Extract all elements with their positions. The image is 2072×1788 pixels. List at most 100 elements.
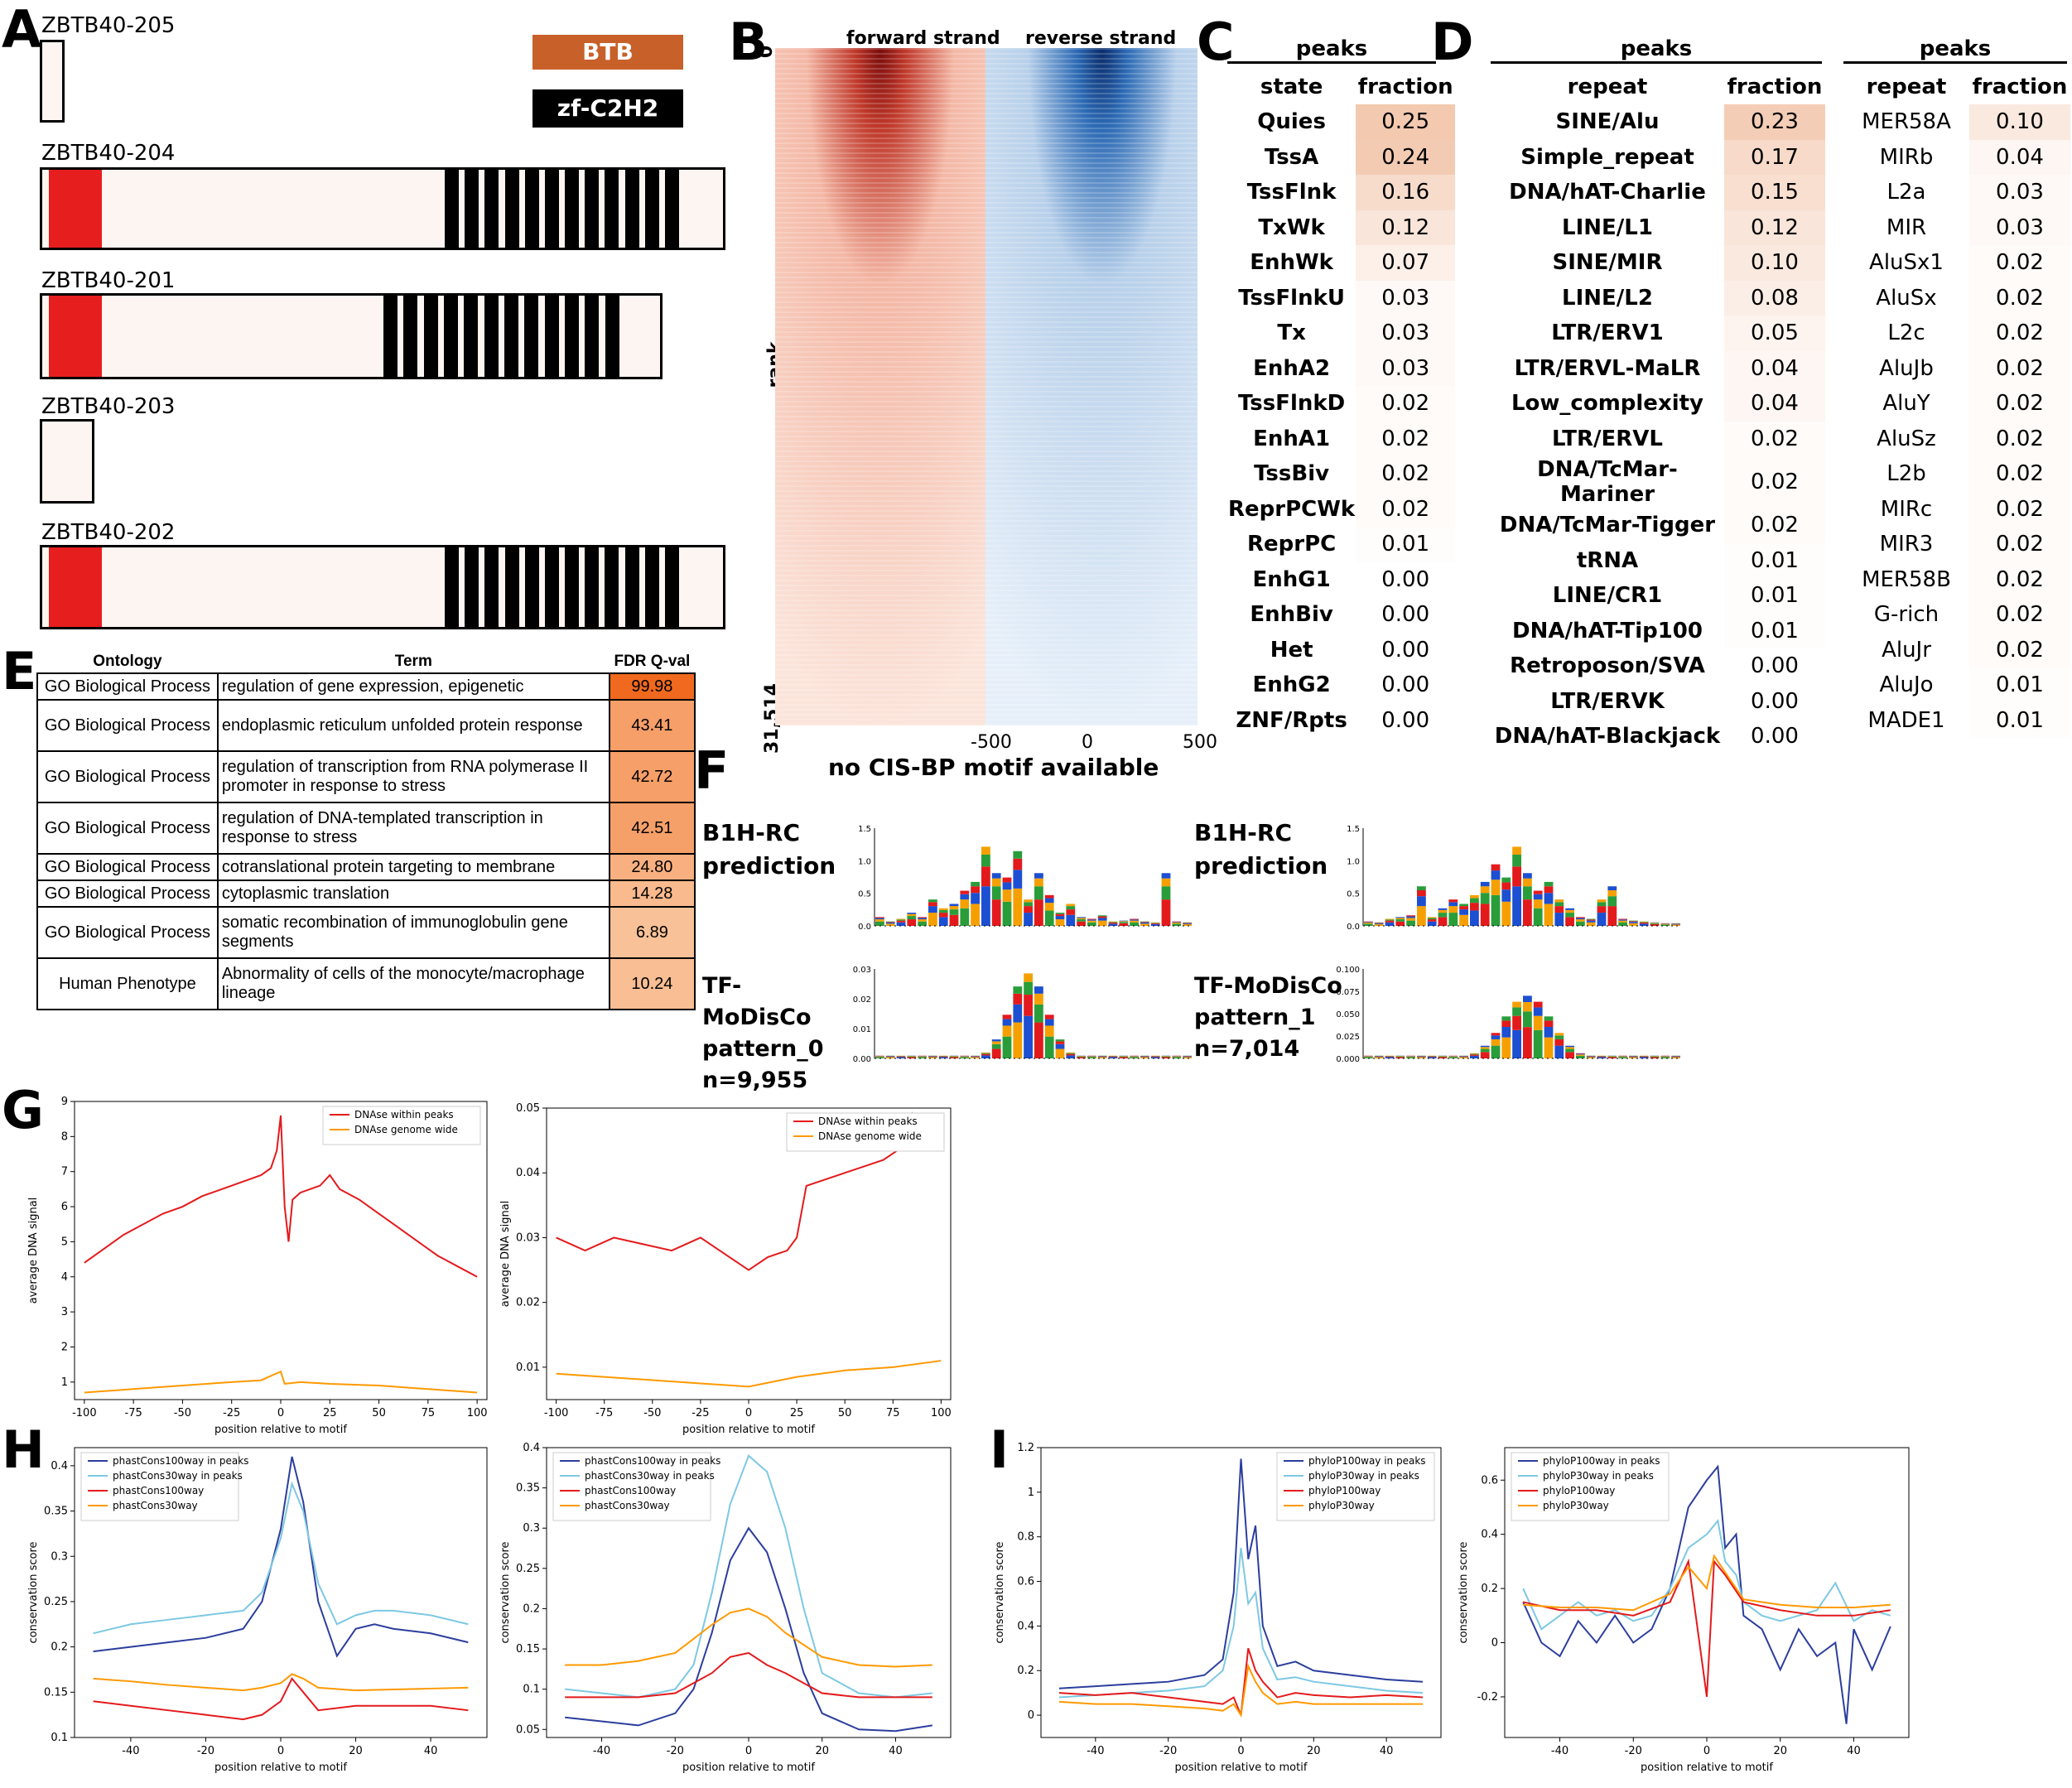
go-term: Abnormality of cells of the monocyte/mac…: [216, 957, 610, 1010]
logo-letter: [896, 920, 906, 923]
logo-letter: [1576, 1054, 1585, 1056]
logo-letter: [1501, 877, 1511, 883]
logo-tick: 0.03: [853, 966, 871, 975]
logo-letter: [1406, 918, 1415, 921]
logo-letter: [960, 894, 970, 900]
logo-letter: [1448, 913, 1458, 926]
logo-letter: [1576, 919, 1585, 922]
logo-letter: [1470, 1053, 1479, 1054]
x-tick-label: -20: [1159, 1745, 1177, 1757]
go-ontology: GO Biological Process: [36, 750, 219, 803]
logo-letter: [896, 919, 906, 921]
logo-letter: [1470, 910, 1479, 926]
logo-letter: [1364, 923, 1373, 926]
go-term: cotranslational protein targeting to mem…: [216, 853, 610, 881]
logo-letter: [1629, 920, 1638, 922]
row-fraction: 0.04: [1724, 350, 1825, 386]
logo-letter: [1055, 1041, 1065, 1044]
logo-letter: [1629, 921, 1638, 923]
logo-letter: [1565, 913, 1574, 918]
logo-letter: [1512, 846, 1521, 855]
logo-letter: [1639, 922, 1649, 923]
logo-letter: [1150, 1056, 1160, 1058]
y-tick-label: 0.4: [51, 1460, 68, 1472]
logo-letter: [981, 846, 990, 855]
logo-letter: [885, 923, 895, 926]
y-tick-label: 0.2: [1017, 1665, 1034, 1677]
x-tick-label: 25: [323, 1407, 337, 1419]
logo-letter: [1395, 917, 1405, 918]
row-label: AluSx1: [1869, 250, 1944, 276]
logo-letter: [1660, 1057, 1670, 1058]
y-tick-label: 4: [61, 1271, 68, 1284]
series-line: [565, 1454, 932, 1699]
panel-d2-title: peaks: [1843, 36, 2067, 64]
zf-stripe: [565, 296, 579, 377]
logo-letter: [1406, 916, 1415, 918]
logo-letter: [1087, 1057, 1096, 1058]
y-tick-label: 0.25: [516, 1563, 540, 1575]
logo-letter: [1448, 899, 1458, 903]
legend-label: phyloP30way in peaks: [1308, 1470, 1419, 1482]
logo-letter: [1044, 1036, 1054, 1058]
zf-domains: [445, 170, 685, 248]
logo-letter: [928, 1056, 937, 1058]
logo-letter: [1671, 924, 1680, 926]
logo-letter: [1523, 1027, 1532, 1058]
logo-letter: [1395, 921, 1405, 926]
logo-letter: [1586, 1056, 1596, 1058]
row-label: TssFlnkU: [1238, 285, 1346, 311]
go-row: GO Biological Process cotranslational pro…: [36, 853, 696, 881]
logo-letter: [1618, 1057, 1627, 1058]
logo-letter: [1491, 1033, 1501, 1036]
logo-letter: [938, 1056, 948, 1058]
logo-letter: [1501, 889, 1511, 902]
panel-label-a: A: [2, 0, 41, 60]
logo-letter: [1491, 1045, 1501, 1058]
logo-letter: [1470, 894, 1479, 899]
go-row: GO Biological Process somatic recombinati…: [36, 906, 696, 959]
logo-letter: [1385, 1056, 1395, 1058]
logo-letter: [1544, 1016, 1554, 1021]
logo-letter: [1448, 1056, 1458, 1058]
x-tick-label: -25: [223, 1407, 240, 1419]
logo-letter: [1077, 1057, 1086, 1058]
logo-letter: [1554, 1035, 1564, 1039]
logo-letter: [1639, 923, 1649, 926]
row-fraction: 0.03: [1356, 280, 1456, 316]
logo-letter: [918, 917, 927, 918]
zf-stripe: [585, 296, 599, 377]
y-tick-label: 7: [61, 1166, 68, 1178]
row-fraction: 0.02: [1356, 421, 1456, 456]
logo-letter: [1395, 918, 1405, 920]
logo-letter: [1629, 923, 1638, 926]
row-fraction: 0.12: [1356, 210, 1456, 245]
legend-label: DNAse genome wide: [818, 1130, 922, 1142]
logo-tick: 0.0: [1347, 923, 1360, 932]
row-fraction: 0.00: [1356, 632, 1456, 667]
logo-letter: [1438, 913, 1448, 918]
go-row: GO Biological Process regulation of DNA-t…: [36, 802, 696, 855]
logo-letter: [885, 922, 895, 923]
logo-letter: [1024, 981, 1033, 995]
logo-letter: [1024, 973, 1033, 982]
logo-tick: 1.5: [1347, 825, 1360, 834]
logo-letter: [991, 878, 1001, 887]
go-fdr: 14.28: [608, 880, 696, 908]
logo-letter: [1066, 1053, 1076, 1056]
zf-stripe: [525, 547, 539, 627]
logo-letter: [1172, 1056, 1182, 1058]
row-label: EnhBiv: [1250, 602, 1333, 628]
logo-letter: [885, 1057, 895, 1058]
logo-letter: [1406, 1056, 1415, 1058]
logo-letter: [1501, 1016, 1511, 1021]
logo-letter: [1427, 1057, 1437, 1058]
row-label: LINE/L1: [1562, 214, 1653, 240]
logo-letter: [1523, 1001, 1532, 1012]
y-tick-label: 0.3: [51, 1550, 68, 1563]
logo-letter: [1140, 922, 1149, 923]
logo-tick: 0.075: [1336, 988, 1360, 997]
row-label: Tx: [1277, 320, 1306, 346]
zf-stripe: [605, 170, 619, 248]
zf-stripe: [525, 170, 539, 248]
